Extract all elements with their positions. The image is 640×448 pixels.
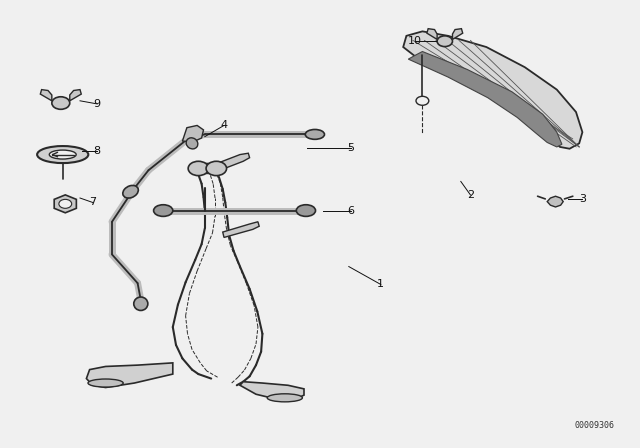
Ellipse shape (296, 205, 316, 216)
Ellipse shape (195, 164, 219, 173)
Polygon shape (452, 29, 463, 39)
Text: 4: 4 (220, 121, 228, 130)
Ellipse shape (268, 394, 303, 402)
Circle shape (59, 199, 72, 208)
Text: 7: 7 (89, 198, 97, 207)
Polygon shape (223, 222, 259, 237)
Polygon shape (547, 196, 563, 207)
Ellipse shape (123, 185, 138, 198)
Ellipse shape (37, 146, 88, 163)
Polygon shape (70, 90, 81, 101)
Text: 8: 8 (93, 146, 101, 156)
Polygon shape (427, 29, 437, 39)
Text: 9: 9 (93, 99, 101, 109)
Polygon shape (408, 52, 562, 147)
Polygon shape (54, 195, 76, 213)
Circle shape (437, 36, 452, 47)
Ellipse shape (154, 205, 173, 216)
Polygon shape (182, 125, 204, 142)
Polygon shape (240, 382, 304, 400)
Text: 3: 3 (579, 194, 586, 204)
Text: 1: 1 (378, 280, 384, 289)
Polygon shape (40, 90, 52, 101)
Ellipse shape (88, 379, 124, 387)
Circle shape (416, 96, 429, 105)
Polygon shape (214, 153, 250, 171)
Text: 5: 5 (348, 143, 354, 153)
Text: 10: 10 (408, 36, 422, 46)
Polygon shape (403, 31, 582, 149)
Ellipse shape (305, 129, 324, 139)
Circle shape (52, 97, 70, 109)
Ellipse shape (49, 150, 76, 159)
Ellipse shape (186, 138, 198, 149)
Text: 6: 6 (348, 207, 354, 216)
Circle shape (188, 161, 209, 176)
Circle shape (206, 161, 227, 176)
Text: 00009306: 00009306 (575, 421, 614, 430)
Polygon shape (86, 363, 173, 388)
Text: 2: 2 (467, 190, 474, 200)
Ellipse shape (134, 297, 148, 310)
